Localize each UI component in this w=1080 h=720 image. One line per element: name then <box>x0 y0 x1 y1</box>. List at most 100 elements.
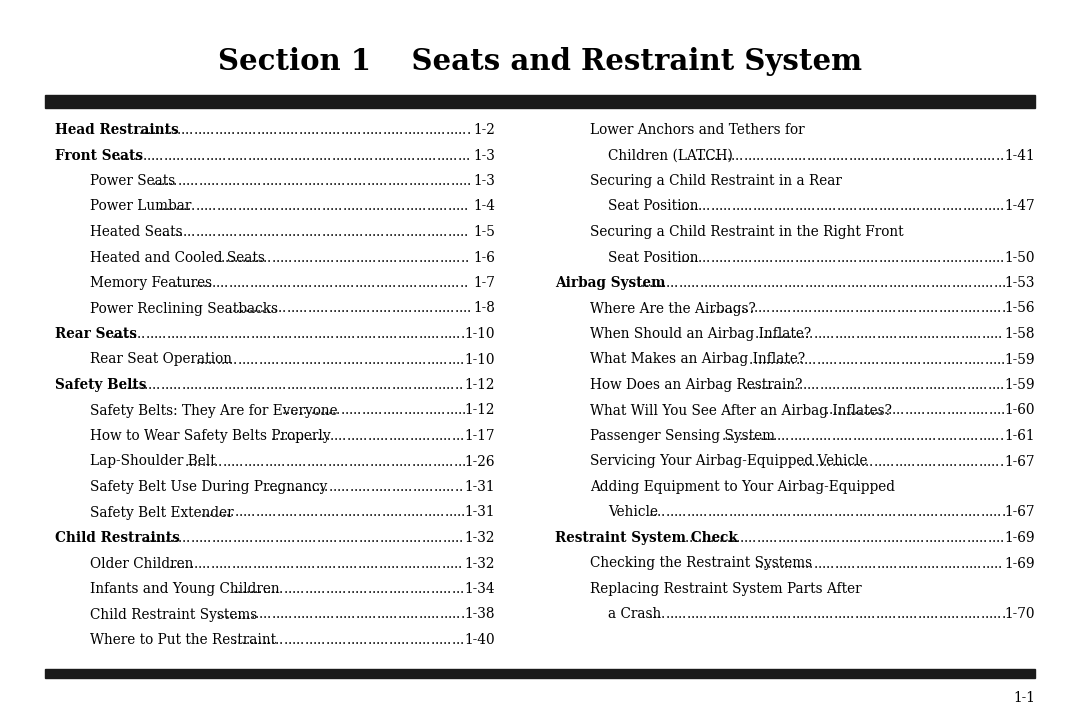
Text: .: . <box>191 199 195 214</box>
Text: .: . <box>298 148 302 163</box>
Text: .: . <box>373 608 377 621</box>
Text: .: . <box>735 531 740 545</box>
Text: .: . <box>241 531 245 545</box>
Text: .: . <box>435 199 438 214</box>
Text: .: . <box>997 505 1001 520</box>
Text: .: . <box>193 557 198 570</box>
Text: .: . <box>991 531 996 545</box>
Text: .: . <box>200 199 204 214</box>
Text: .: . <box>257 378 261 392</box>
Text: .: . <box>771 327 775 341</box>
Text: .: . <box>770 302 774 315</box>
Text: .: . <box>891 378 895 392</box>
Text: .: . <box>303 302 308 315</box>
Text: .: . <box>213 327 217 341</box>
Text: .: . <box>983 454 987 469</box>
Text: 1-31: 1-31 <box>464 505 495 520</box>
Text: .: . <box>404 302 408 315</box>
Text: .: . <box>767 276 771 290</box>
Text: .: . <box>313 608 318 621</box>
Text: .: . <box>338 429 342 443</box>
Text: .: . <box>973 327 977 341</box>
Text: .: . <box>447 633 451 647</box>
Text: .: . <box>294 123 298 137</box>
Text: .: . <box>391 302 395 315</box>
Text: .: . <box>441 123 445 137</box>
Text: .: . <box>390 505 394 520</box>
Text: .: . <box>963 505 968 520</box>
Text: .: . <box>409 199 414 214</box>
Text: .: . <box>832 148 836 163</box>
Text: .: . <box>754 302 758 315</box>
Text: .: . <box>279 174 282 188</box>
Text: .: . <box>389 633 393 647</box>
Text: .: . <box>885 327 889 341</box>
Text: .: . <box>396 531 401 545</box>
Text: .: . <box>388 276 392 290</box>
Text: .: . <box>202 378 206 392</box>
Text: .: . <box>939 608 943 621</box>
Text: .: . <box>744 378 748 392</box>
Text: .: . <box>278 123 282 137</box>
Text: .: . <box>948 327 953 341</box>
Text: .: . <box>177 557 181 570</box>
Text: .: . <box>829 505 834 520</box>
Text: .: . <box>892 276 896 290</box>
Text: .: . <box>328 480 333 494</box>
Text: .: . <box>373 505 377 520</box>
Text: .: . <box>741 302 745 315</box>
Text: .: . <box>406 327 410 341</box>
Text: .: . <box>363 225 367 239</box>
Text: .: . <box>162 225 166 239</box>
Text: .: . <box>366 174 370 188</box>
Text: .: . <box>814 429 819 443</box>
Text: Checking the Restraint Systems: Checking the Restraint Systems <box>590 557 812 570</box>
Text: .: . <box>909 505 914 520</box>
Text: .: . <box>854 403 859 418</box>
Text: .: . <box>405 225 409 239</box>
Text: .: . <box>374 148 378 163</box>
Text: .: . <box>451 225 456 239</box>
Text: .: . <box>838 276 842 290</box>
Text: .: . <box>707 505 712 520</box>
Text: .: . <box>373 251 377 264</box>
Text: .: . <box>893 327 897 341</box>
Text: .: . <box>832 378 836 392</box>
Text: .: . <box>138 148 143 163</box>
Text: .: . <box>924 378 929 392</box>
Text: .: . <box>282 480 286 494</box>
Text: .: . <box>381 505 386 520</box>
Text: .: . <box>901 276 905 290</box>
Text: .: . <box>879 608 883 621</box>
Text: .: . <box>1001 608 1005 621</box>
Text: .: . <box>148 531 152 545</box>
Text: .: . <box>757 251 760 264</box>
Text: .: . <box>281 148 285 163</box>
Text: .: . <box>342 225 347 239</box>
Text: .: . <box>242 225 246 239</box>
Text: .: . <box>954 429 958 443</box>
Text: .: . <box>797 557 801 570</box>
Text: .: . <box>325 429 329 443</box>
Text: .: . <box>179 327 184 341</box>
Text: .: . <box>334 276 338 290</box>
Text: .: . <box>987 378 991 392</box>
Text: .: . <box>860 327 864 341</box>
Text: .: . <box>678 505 683 520</box>
Text: .: . <box>719 199 723 214</box>
Text: .: . <box>463 302 467 315</box>
Text: .: . <box>933 199 937 214</box>
Text: .: . <box>888 353 892 366</box>
Text: .: . <box>889 557 893 570</box>
Text: .: . <box>821 276 825 290</box>
Text: .: . <box>159 148 163 163</box>
Text: .: . <box>950 302 955 315</box>
Text: .: . <box>264 251 267 264</box>
Text: .: . <box>456 199 460 214</box>
Text: .: . <box>991 251 996 264</box>
Text: .: . <box>260 454 265 469</box>
Text: .: . <box>408 378 413 392</box>
Text: .: . <box>393 199 397 214</box>
Text: .: . <box>261 531 266 545</box>
Text: .: . <box>362 302 366 315</box>
